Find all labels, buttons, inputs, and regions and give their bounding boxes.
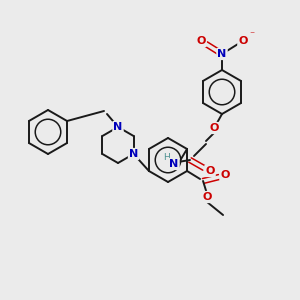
Text: O: O: [220, 170, 230, 180]
Text: ⁻: ⁻: [249, 30, 255, 40]
Text: O: O: [205, 166, 215, 176]
Text: O: O: [238, 36, 248, 46]
Text: O: O: [196, 36, 206, 46]
Text: H: H: [163, 152, 170, 161]
Text: N: N: [218, 49, 226, 59]
Text: N: N: [169, 159, 178, 169]
Text: O: O: [209, 123, 219, 133]
Text: N: N: [129, 149, 138, 159]
Text: O: O: [202, 192, 212, 202]
Text: N: N: [113, 122, 123, 132]
